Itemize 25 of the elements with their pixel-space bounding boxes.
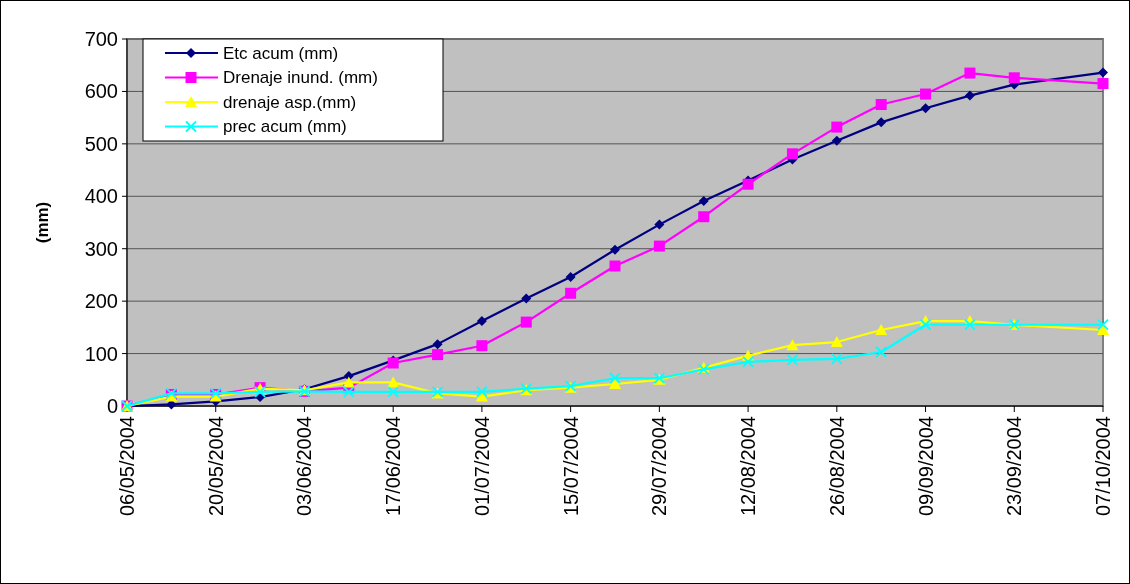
x-tick-label: 20/05/2004 xyxy=(204,416,227,517)
y-tick-label: 400 xyxy=(84,185,118,208)
y-tick-label: 0 xyxy=(106,395,118,417)
y-tick-label: 200 xyxy=(84,290,118,313)
y-tick-label: 100 xyxy=(84,342,118,365)
x-tick-label: 23/09/2004 xyxy=(1003,416,1026,517)
y-tick-label: 600 xyxy=(84,80,118,103)
y-tick-label: 700 xyxy=(84,28,118,50)
legend-label: Etc acum (mm) xyxy=(223,43,339,63)
x-tick-label: 29/07/2004 xyxy=(648,416,671,517)
legend-label: drenaje asp.(mm) xyxy=(223,92,357,112)
x-tick-label: 03/06/2004 xyxy=(293,416,316,517)
x-tick-label: 01/07/2004 xyxy=(470,416,493,517)
legend-label: prec acum (mm) xyxy=(223,117,347,137)
y-tick-label: 500 xyxy=(84,132,118,155)
x-tick-label: 06/05/2004 xyxy=(116,416,138,517)
legend-label: Drenaje inund. (mm) xyxy=(223,68,378,88)
y-tick-label: 300 xyxy=(84,237,118,260)
x-tick-label: 17/06/2004 xyxy=(382,416,405,517)
x-tick-label: 12/08/2004 xyxy=(737,416,760,517)
x-tick-label: 15/07/2004 xyxy=(559,416,582,517)
x-tick-label: 09/09/2004 xyxy=(914,416,937,517)
y-axis-title: (mm) xyxy=(33,201,52,244)
x-tick-label: 26/08/2004 xyxy=(825,416,848,517)
x-tick-label: 07/10/2004 xyxy=(1092,416,1114,517)
